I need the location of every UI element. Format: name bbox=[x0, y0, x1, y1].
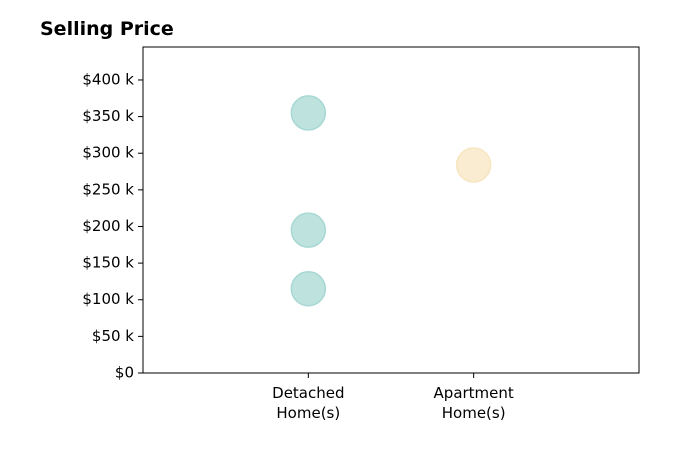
y-tick-label: $150 k bbox=[82, 254, 134, 272]
y-tick-label: $300 k bbox=[82, 144, 134, 162]
y-tick-label: $200 k bbox=[82, 217, 134, 235]
x-tick-label: Apartment Home(s) bbox=[434, 384, 514, 422]
y-tick-label: $250 k bbox=[82, 180, 134, 198]
y-tick-label: $100 k bbox=[82, 290, 134, 308]
point bbox=[290, 212, 327, 248]
y-tick-label: $0 bbox=[115, 364, 134, 382]
point bbox=[290, 271, 327, 307]
chart-title: Selling Price bbox=[40, 18, 174, 40]
y-tick-label: $350 k bbox=[82, 107, 134, 125]
y-tick-label: $400 k bbox=[82, 70, 134, 88]
point bbox=[455, 147, 492, 183]
plot-frame bbox=[142, 46, 640, 374]
point bbox=[290, 95, 327, 131]
y-tick-label: $50 k bbox=[92, 327, 134, 345]
x-tick-label: Detached Home(s) bbox=[272, 384, 344, 422]
